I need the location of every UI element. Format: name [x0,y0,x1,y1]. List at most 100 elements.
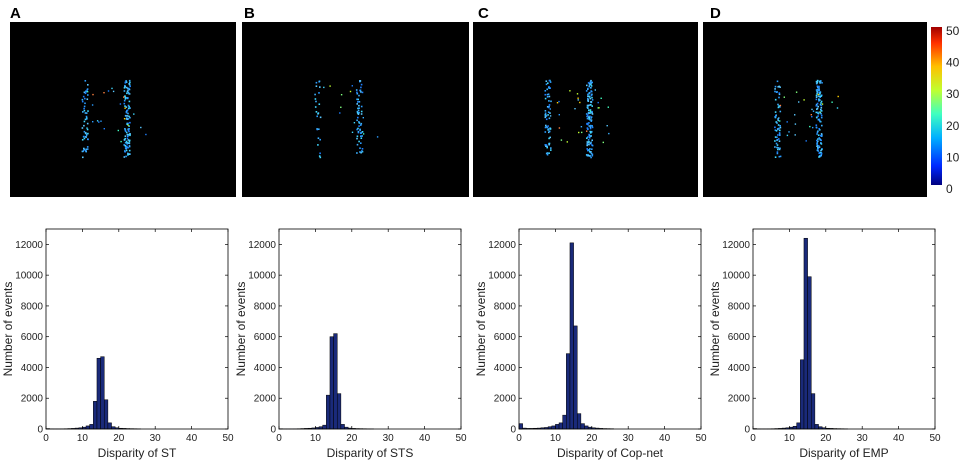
event-point [85,150,87,153]
event-point [779,106,781,108]
event-point [546,88,548,91]
histogram-a: 0 10 20 30 40 50 0 2000 4000 6000 8000 10000 12000 Di… [1,228,234,460]
event-point [357,113,360,115]
event-point [776,139,778,142]
event-point [816,131,819,134]
event-point [778,148,781,151]
event-point [776,136,778,139]
event-point [548,137,550,140]
event-point [128,153,131,155]
y-tick-label: 4000 [21,363,44,374]
event-point [96,120,99,122]
histogram-bar [518,423,523,430]
event-point [820,104,823,107]
event-point [86,122,89,125]
event-point [356,137,358,140]
event-point [817,145,820,147]
event-point [358,125,360,127]
event-point [774,90,776,93]
x-tick-label: 40 [659,433,671,444]
event-point [356,143,359,146]
event-point [124,107,126,109]
event-point [357,116,359,119]
event-point [590,90,592,92]
event-point [590,152,593,155]
event-point [577,99,579,101]
event-point [376,136,379,138]
event-point [831,101,833,103]
event-point [356,119,358,122]
event-point [589,130,591,133]
event-point [125,140,128,143]
event-point [819,155,821,158]
event-point [83,137,86,140]
event-point [774,111,777,113]
event-point [550,149,552,151]
event-point [588,85,590,88]
event-point [775,142,778,145]
event-point [360,86,362,89]
event-point [323,86,325,89]
event-point [123,144,125,146]
event-point [818,137,820,139]
event-point [340,106,342,108]
event-point [81,98,84,101]
event-point [548,131,550,134]
event-point [577,97,579,99]
event-point [548,100,550,102]
event-point [83,124,85,127]
colorbar-ticks: 50 40 30 20 10 0 [946,24,960,196]
event-point [546,126,549,129]
y-tick-label: 4000 [254,363,277,374]
histogram-c: 0 10 20 30 40 50 0 2000 4000 6000 8000 10000 12000 Di… [474,228,707,460]
event-point [92,93,94,96]
event-point [356,135,359,138]
event-point [786,121,788,123]
event-point [587,123,589,126]
event-point [810,114,812,116]
event-point [351,131,354,133]
histogram-bar [89,424,94,430]
event-point [549,108,551,110]
event-point [778,117,780,119]
event-point [586,123,588,125]
event-point [546,146,548,149]
event-point [544,131,547,133]
event-point [778,105,780,107]
event-point [547,125,549,127]
y-tick-label: 0 [744,425,750,436]
event-point [356,112,359,114]
event-point [815,105,818,107]
event-point [803,99,805,101]
event-point [356,152,358,154]
event-point [820,114,823,117]
event-point [818,128,820,130]
y-tick-label: 2000 [21,394,44,405]
event-point [82,111,84,113]
event-point [590,94,593,96]
histogram-bar [807,276,812,430]
event-point [124,141,127,144]
event-point [361,91,364,94]
event-point [578,131,580,134]
histogram-bar [93,401,98,430]
event-point [774,136,777,138]
event-point [805,140,807,142]
event-point [357,131,360,134]
event-map-d [703,22,927,197]
event-point [589,97,592,100]
event-point [820,107,823,109]
event-point [588,150,591,153]
event-point [587,104,590,107]
event-point [356,92,359,95]
x-axis-label: Disparity of ST [98,446,177,460]
event-point [821,82,823,84]
y-tick-label: 12000 [15,240,43,251]
event-point [820,139,822,142]
event-point [816,143,818,145]
event-point [125,131,128,134]
histogram-bar [562,414,567,430]
event-point [125,80,127,82]
event-point [356,98,358,101]
event-point [794,114,796,116]
